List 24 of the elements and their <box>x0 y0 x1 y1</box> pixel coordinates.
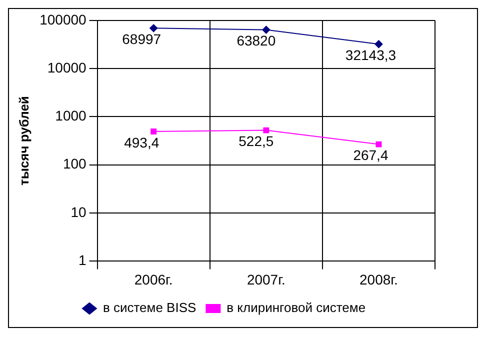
point <box>150 128 157 134</box>
x-tick-label: 2008г. <box>360 271 398 288</box>
y-tick-label: 100 <box>62 156 87 172</box>
y-tick-label: 1000 <box>55 108 87 124</box>
data-label: 267,4 <box>353 147 388 164</box>
x-tick-label: 2007г. <box>246 271 286 288</box>
point <box>374 40 383 48</box>
data-label: 522,5 <box>238 133 274 150</box>
data-label: 493,4 <box>124 134 160 150</box>
legend-label: в клиринговой системе <box>226 300 366 316</box>
y-axis-title: тысяч рублей <box>16 96 32 186</box>
point <box>150 24 158 32</box>
point <box>262 26 270 34</box>
y-tick-label: 100000 <box>40 11 87 28</box>
data-label: 32143,3 <box>345 47 396 63</box>
y-tick-label: 10000 <box>47 59 87 76</box>
point <box>263 127 270 134</box>
data-label: 68997 <box>122 31 162 48</box>
y-tick-label: 1 <box>78 252 87 268</box>
y-tick-label: 10 <box>70 204 87 220</box>
x-tick-label: 2006г. <box>134 271 173 288</box>
data-label: 63820 <box>236 32 276 49</box>
point <box>376 141 382 148</box>
legend-label: в системе BISS <box>102 300 196 316</box>
